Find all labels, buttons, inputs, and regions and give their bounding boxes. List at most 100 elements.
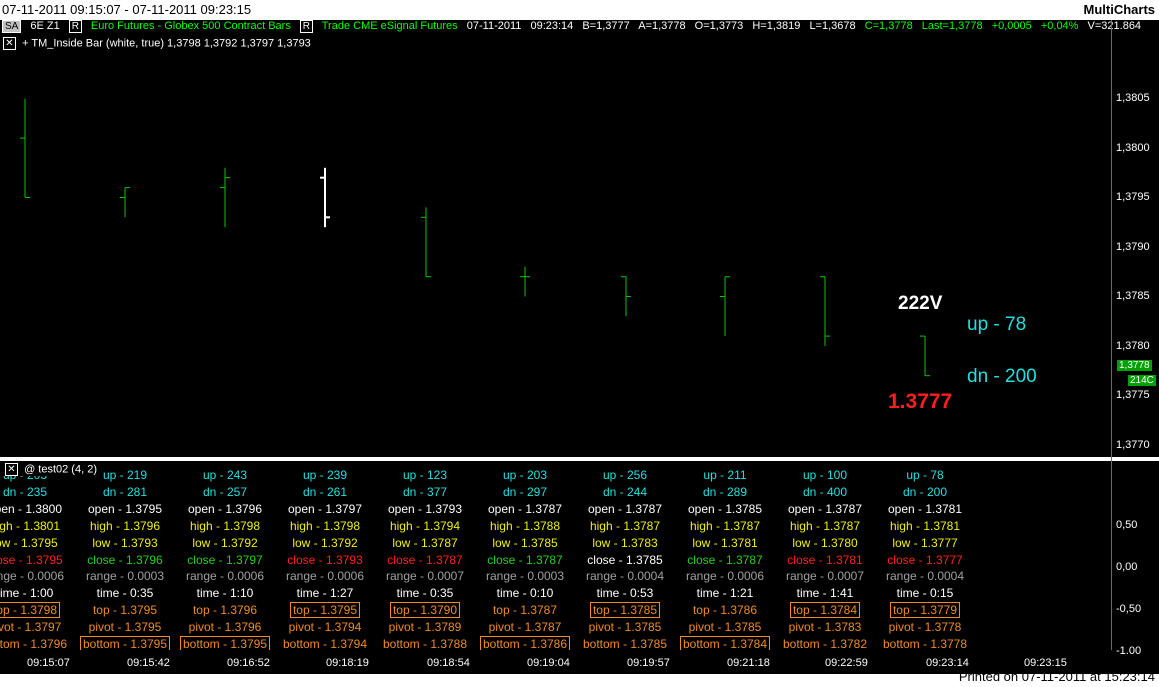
top-stat: top - 1.3784 [789,602,861,619]
high-stat: high - 1.3798 [289,518,361,533]
price-axis-label: 1,3770 [1116,438,1150,451]
close-stat: close - 1.3777 [887,552,963,567]
up-stat: up - 78 [906,468,944,482]
open-stat: open - 1.3781 [887,501,963,516]
time-stat: time - 0:15 [896,586,954,601]
settings-icon[interactable]: R [68,20,82,33]
time-stat: time - 0:10 [496,586,554,601]
close-stat: close - 1.3787 [387,552,463,567]
top-stat: top - 1.3779 [889,602,961,619]
status-date: 07-11-2011 [466,20,522,33]
time-axis-label: 09:15:42 [127,657,170,669]
axis-divider [1111,20,1112,650]
up-stat: up - 243 [202,468,248,482]
close-stat: close - 1.3781 [787,552,863,567]
price-bar [320,167,330,228]
dn-stat: dn - 377 [402,484,448,499]
bottom-stat: bottom - 1.3778 [882,637,968,650]
date-range: 07-11-2011 09:15:07 - 07-11-2011 09:23:1… [2,2,252,17]
top-stat: top - 1.3795 [289,602,361,619]
up-stat: up - 219 [102,468,148,482]
close-value: C=1,3778 [864,20,913,33]
high-stat: high - 1.3781 [889,518,961,533]
dn-stat: dn - 400 [802,484,848,499]
close-icon[interactable]: ✕ [3,37,16,50]
indicator-title: ✕ @ test02 (4, 2) [2,463,100,476]
r-button-icon[interactable]: R [299,20,313,33]
open-stat: open - 1.3800 [0,501,63,516]
low-stat: low - 1.3792 [292,535,358,550]
price-pane[interactable]: SA 6E Z1 R Euro Futures - Globex 500 Con… [0,20,1141,457]
pivot-stat: pivot - 1.3778 [888,620,962,635]
bar-stats-column: up - 78 dn - 200 open - 1.3781 high - 1.378… [870,467,980,650]
sa-button[interactable]: SA [2,20,22,33]
high-stat: high - 1.3794 [389,518,461,533]
low-stat: low - 1.3785 [492,535,558,550]
indicator-label: + TM_Inside Bar (white, true) 1,3798 1,3… [22,37,311,50]
close-stat: close - 1.3796 [87,552,163,567]
status-time: 09:23:14 [530,20,574,33]
status-line: SA 6E Z1 R Euro Futures - Globex 500 Con… [0,20,1141,38]
dn-annotation: dn - 200 [967,366,1037,387]
time-axis[interactable]: 09:15:07 09:15:42 09:16:52 09:18:19 09:18:54… [0,654,1159,674]
up-annotation: up - 78 [967,314,1027,335]
top-stat: top - 1.3798 [0,602,61,619]
close-stat: close - 1.3787 [687,552,763,567]
dn-stat: dn - 257 [202,484,248,499]
dn-stat: dn - 200 [902,484,948,499]
price-axis-label: 1,3775 [1116,389,1150,401]
price-bar [520,266,530,297]
bar-stats-column: up - 123 dn - 377 open - 1.3793 high - 1.37… [370,467,480,650]
bottom-stat: bottom - 1.3795 [179,636,271,650]
price-bar [20,98,30,198]
bar-stats-column: up - 211 dn - 289 open - 1.3785 high - 1.37… [670,467,780,650]
time-stat: time - 1:21 [696,586,754,601]
price-bars [20,98,930,377]
top-stat: top - 1.3796 [192,603,258,618]
time-axis-label: 09:22:59 [825,657,868,669]
bar-stats-column: up - 203 dn - 297 open - 1.3787 high - 1.37… [470,467,580,650]
time-axis-label: 09:15:07 [27,657,70,669]
price-axis-label: 1,3785 [1116,290,1150,302]
range-stat: range - 0.0006 [285,569,365,584]
close-icon[interactable]: ✕ [5,463,18,476]
high-stat: high - 1.3796 [89,518,161,533]
high-stat: high - 1.3801 [0,518,61,533]
dn-stat: dn - 281 [102,484,148,499]
low-stat: low - 1.3795 [0,535,58,550]
bar-stats-column: up - 256 dn - 244 open - 1.3787 high - 1.37… [570,467,680,650]
indicator-name: @ test02 (4, 2) [24,463,97,476]
chart-window[interactable]: SA 6E Z1 R Euro Futures - Globex 500 Con… [0,20,1159,674]
range-stat: range - 0.0004 [585,569,665,584]
low-stat: low - 1.3777 [892,535,958,550]
time-stat: time - 1:00 [0,586,54,601]
low-stat: low - 1.3792 [192,535,258,550]
close-stat: close - 1.3785 [587,552,663,567]
data-feed: Trade CME eSignal Futures [321,20,458,33]
high-value: H=1,3819 [752,20,801,33]
price-annotation: 1.3777 [888,390,953,413]
volume-value: V=321.864 [1087,20,1142,33]
pivot-stat: pivot - 1.3796 [188,620,262,635]
close-stat: close - 1.3787 [487,552,563,567]
bar-stats-column: up - 219 dn - 281 open - 1.3795 high - 1.37… [70,467,180,650]
high-stat: high - 1.3787 [789,518,861,533]
price-bar [621,276,631,317]
indicator-pane[interactable]: up - 203 dn - 235 open - 1.3800 high - 1.38… [0,461,1111,650]
pane-divider[interactable] [0,457,1159,461]
high-stat: high - 1.3798 [189,518,261,533]
bottom-stat: bottom - 1.3796 [0,637,68,650]
price-bar [220,167,230,228]
low-stat: low - 1.3780 [792,535,858,550]
range-stat: range - 0.0006 [0,569,65,584]
pivot-stat: pivot - 1.3795 [88,620,162,635]
low-stat: low - 1.3781 [692,535,758,550]
time-stat: time - 1:27 [296,586,354,601]
last-price-tag: 1,3778 [1117,360,1152,371]
pivot-stat: pivot - 1.3785 [588,620,662,635]
price-bar [120,187,130,218]
symbol-name: Euro Futures - Globex 500 Contract Bars [90,20,291,33]
range-stat: range - 0.0006 [685,569,765,584]
bar-count-tag: 214C [1128,375,1156,386]
up-stat: up - 203 [502,468,548,482]
